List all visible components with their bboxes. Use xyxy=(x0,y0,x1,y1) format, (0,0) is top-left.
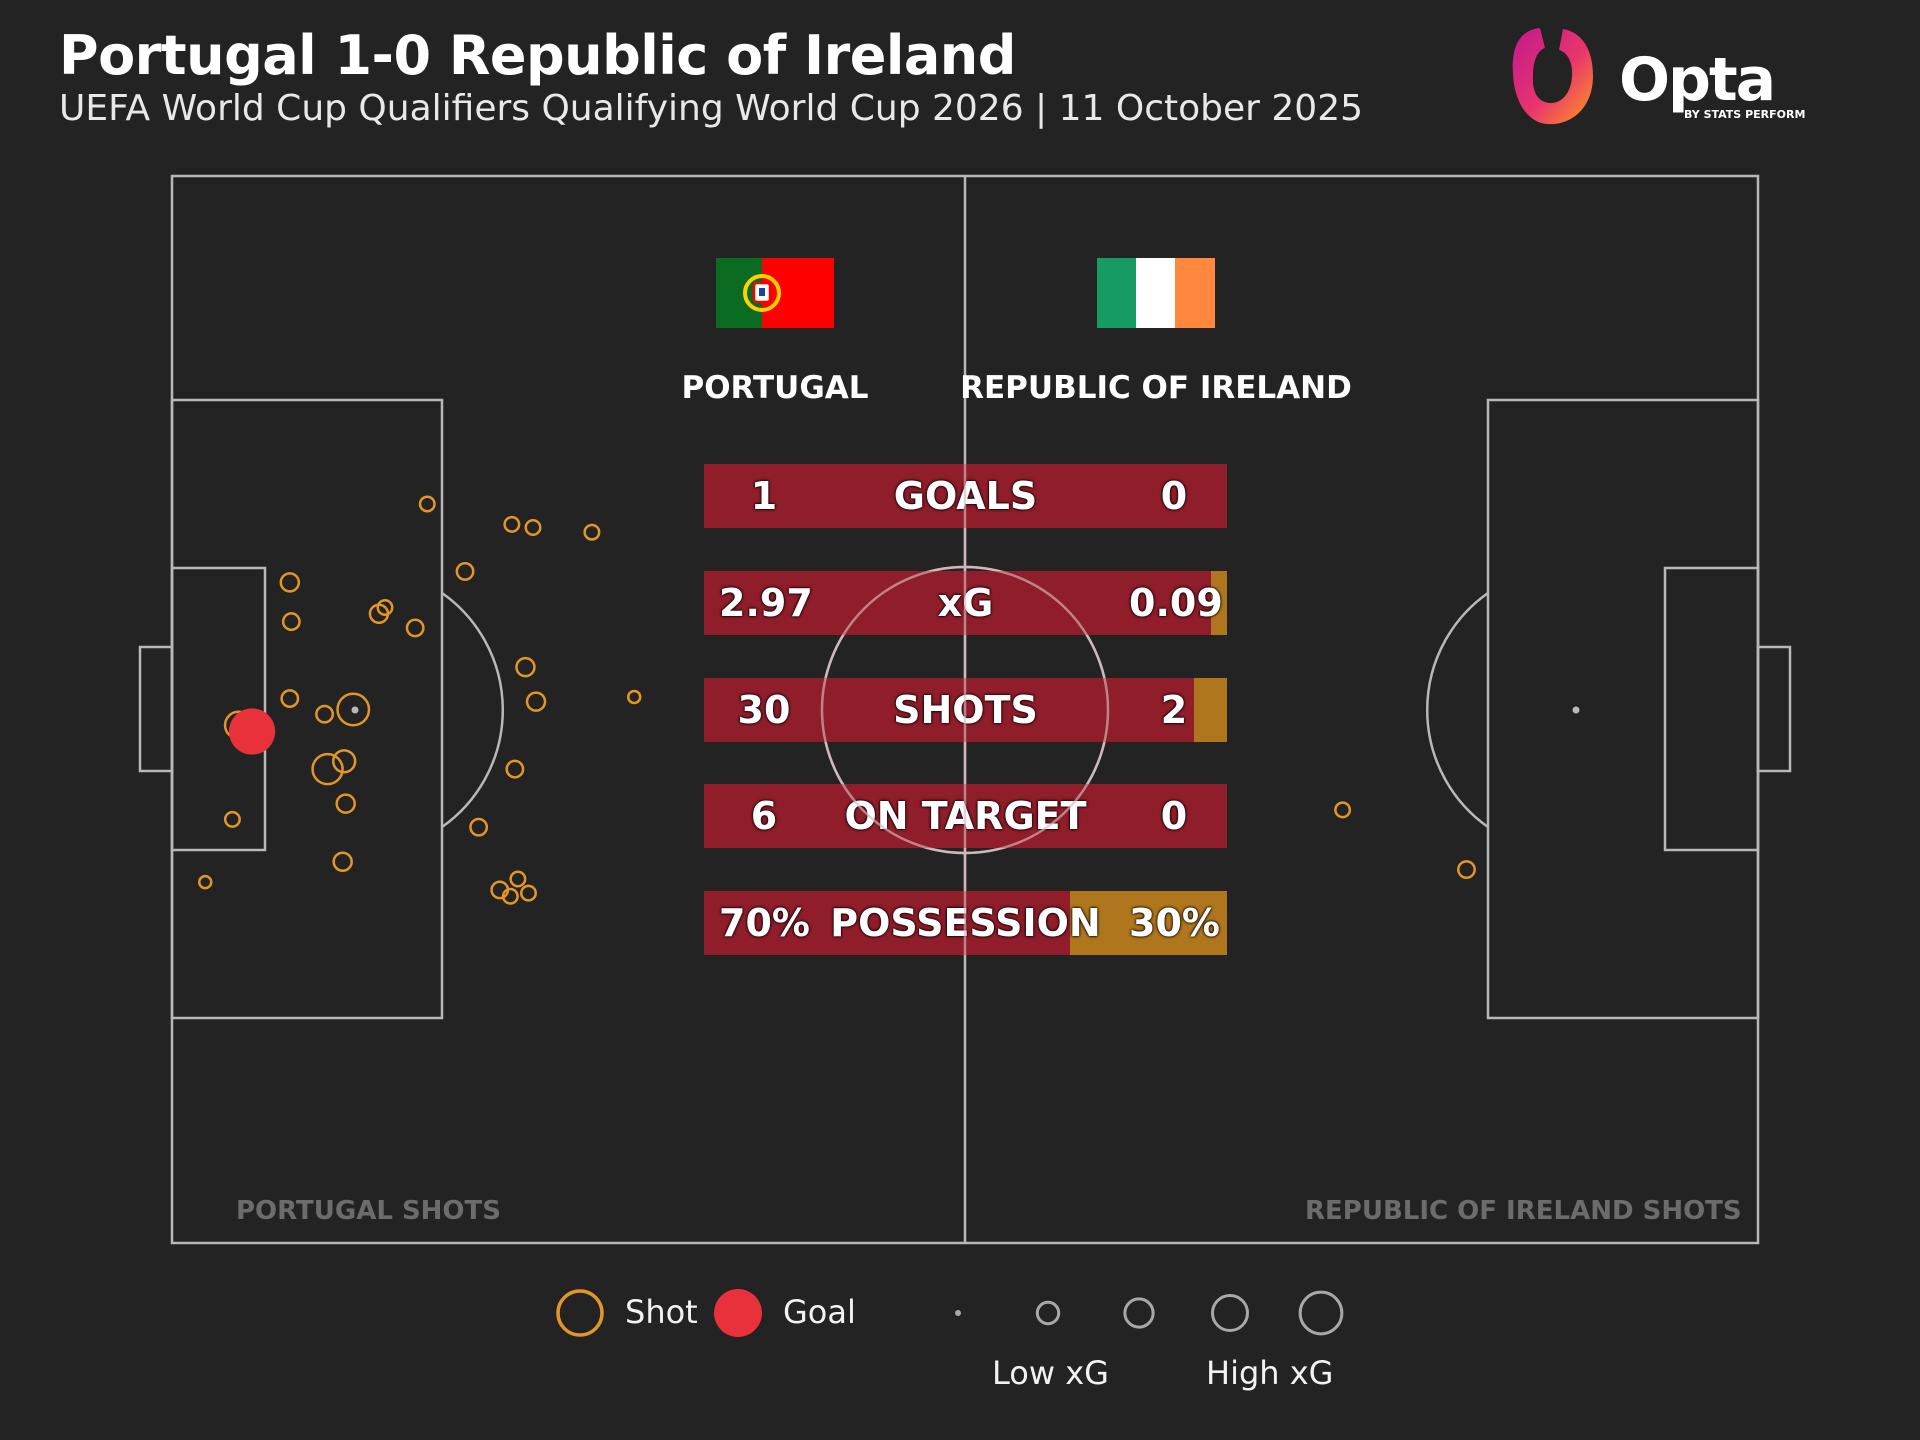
home-team-name: PORTUGAL xyxy=(681,370,869,406)
stat-away-value: 0 xyxy=(1160,794,1188,838)
right-penalty-arc xyxy=(1425,591,1489,829)
left-goal xyxy=(138,645,174,773)
right-six-yard-box xyxy=(1663,566,1760,852)
logo-subtext: BY STATS PERFORM xyxy=(1684,108,1805,121)
shot-marker xyxy=(455,561,475,581)
left-penalty-area xyxy=(170,398,444,1020)
shot-marker xyxy=(223,810,241,828)
shot-marker xyxy=(376,599,394,616)
shot-marker xyxy=(332,851,353,872)
shot-marker xyxy=(469,817,489,837)
shot-marker xyxy=(505,759,525,779)
stat-home-value: 2.97 xyxy=(719,581,813,625)
stat-away-bar xyxy=(1070,891,1227,955)
stat-row-possession: 70% POSSESSION 30% xyxy=(704,891,1227,955)
right-penalty-spot xyxy=(1572,706,1580,714)
shots-layer xyxy=(197,495,1476,905)
shot-marker xyxy=(1334,801,1352,819)
right-penalty-area xyxy=(1486,398,1760,1020)
stat-row-xg: 2.97 xG 0.09 xyxy=(704,571,1227,635)
shot-marker xyxy=(583,523,601,541)
opta-mark-icon xyxy=(1512,28,1593,125)
chart-subtitle: UEFA World Cup Qualifiers Qualifying Wor… xyxy=(59,88,1364,129)
stat-away-value: 0 xyxy=(1160,474,1188,518)
shot-marker xyxy=(626,689,642,705)
stat-away-bar xyxy=(1194,678,1227,742)
stat-home-value: 30 xyxy=(737,688,791,732)
stat-home-value: 1 xyxy=(750,474,778,518)
shot-marker xyxy=(524,518,542,536)
legend-low-xg-label: Low xG xyxy=(992,1354,1109,1392)
left-penalty-arc xyxy=(441,591,505,829)
stat-away-value: 2 xyxy=(1160,688,1188,732)
shot-marker xyxy=(197,874,213,890)
shot-marker xyxy=(335,793,356,814)
stat-row-shots: 30 SHOTS 2 xyxy=(704,678,1227,742)
away-shots-label: REPUBLIC OF IRELAND SHOTS xyxy=(1305,1196,1742,1226)
legend-shot-label: Shot xyxy=(625,1293,698,1331)
chart-title: Portugal 1-0 Republic of Ireland xyxy=(59,24,1016,87)
shot-marker xyxy=(525,691,547,712)
stat-away-bar xyxy=(1211,571,1227,635)
shot-marker xyxy=(418,495,436,513)
ireland-flag xyxy=(1097,258,1215,328)
opta-logo: Opta BY STATS PERFORM xyxy=(1512,28,1805,125)
goal-marker xyxy=(228,708,276,755)
shot-marker xyxy=(311,752,344,786)
legend-goal-label: Goal xyxy=(783,1293,856,1331)
home-shots-label: PORTUGAL SHOTS xyxy=(236,1196,501,1226)
shot-marker xyxy=(336,692,371,727)
shot-marker xyxy=(332,749,357,774)
logo-wordmark: Opta xyxy=(1619,45,1774,115)
shot-marker xyxy=(405,618,425,638)
legend-high-xg-label: High xG xyxy=(1206,1354,1334,1392)
right-goal xyxy=(1756,645,1792,773)
stat-home-value: 70% xyxy=(719,901,810,945)
shot-marker xyxy=(279,572,301,593)
stat-row-on-target: 6 ON TARGET 0 xyxy=(704,784,1227,848)
shot-marker xyxy=(509,870,527,888)
shot-marker xyxy=(519,884,537,902)
left-penalty-spot xyxy=(351,706,359,714)
shot-marker xyxy=(281,612,301,632)
shot-marker xyxy=(515,656,536,678)
stat-away-value: 0.09 xyxy=(1129,581,1223,625)
away-team-name: REPUBLIC OF IRELAND xyxy=(960,370,1352,406)
shot-marker xyxy=(501,887,519,905)
portugal-flag xyxy=(716,258,834,328)
stat-away-value: 30% xyxy=(1129,901,1220,945)
shot-marker xyxy=(280,689,300,708)
shot-marker xyxy=(1457,860,1476,879)
stat-row-goals: 1 GOALS 0 xyxy=(704,464,1227,528)
shot-marker xyxy=(503,515,521,533)
stat-home-value: 6 xyxy=(750,794,778,838)
shot-marker xyxy=(315,704,335,724)
